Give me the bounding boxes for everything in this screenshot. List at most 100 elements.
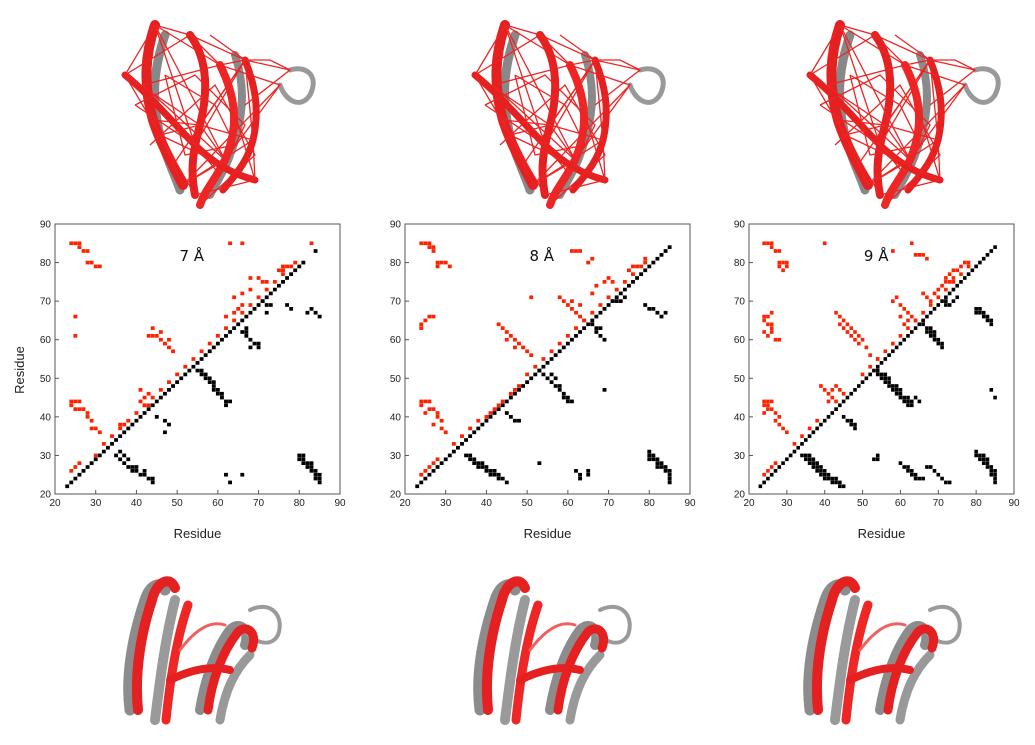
contact-point — [898, 388, 903, 392]
contact-point — [578, 330, 583, 334]
contact-point — [557, 349, 562, 354]
contact-point — [219, 391, 224, 396]
contact-point — [883, 380, 888, 384]
contact-point — [301, 461, 306, 465]
contact-point — [902, 337, 907, 342]
contact-point — [860, 372, 865, 377]
contact-point — [504, 337, 509, 342]
contact-point — [762, 480, 766, 485]
x-tick-label: 30 — [90, 498, 102, 509]
contact-point — [838, 314, 842, 319]
contact-point — [822, 241, 827, 246]
contact-point — [460, 434, 464, 438]
contact-point — [122, 453, 127, 458]
contact-point — [822, 472, 827, 477]
contact-point — [981, 256, 986, 261]
contact-point — [586, 322, 591, 327]
contact-point — [301, 260, 306, 265]
contact-point — [451, 442, 456, 446]
contact-point — [598, 303, 603, 307]
x-tick-label: 80 — [644, 498, 656, 509]
contact-point — [777, 264, 782, 269]
contact-point — [936, 287, 941, 292]
x-tick-label: 30 — [781, 498, 793, 509]
contact-point — [443, 260, 448, 265]
contact-point — [77, 245, 82, 249]
contact-point — [853, 337, 857, 342]
contact-point — [541, 357, 546, 361]
contact-point — [305, 465, 310, 469]
contact-point — [781, 426, 785, 431]
contact-point — [81, 469, 86, 473]
contact-point — [154, 334, 159, 338]
contact-point — [590, 256, 595, 261]
contact-point — [921, 322, 925, 327]
contact-point — [602, 280, 607, 284]
contact-point — [940, 283, 944, 288]
contact-point — [297, 457, 302, 462]
contact-point — [232, 318, 237, 323]
contact-point — [856, 341, 861, 346]
contact-point — [419, 322, 424, 327]
y-tick-label: 70 — [390, 297, 402, 308]
contact-point — [845, 418, 850, 423]
y-tick-label: 70 — [40, 297, 52, 308]
contact-point — [158, 395, 163, 400]
contact-point — [598, 334, 603, 338]
contact-point — [232, 295, 237, 300]
contact-point — [906, 403, 910, 408]
contact-point — [578, 476, 583, 481]
contact-point — [981, 461, 986, 465]
contact-point — [240, 472, 245, 477]
contact-point — [553, 353, 558, 357]
contact-point — [244, 330, 249, 334]
contact-point — [598, 310, 603, 315]
contact-point — [777, 422, 782, 427]
contact-point — [574, 469, 578, 473]
contact-point — [898, 391, 903, 396]
contact-point — [578, 472, 583, 477]
contact-point — [639, 264, 644, 269]
contact-point — [199, 368, 204, 373]
contact-point — [838, 388, 842, 392]
contact-point — [913, 395, 918, 400]
contact-point — [264, 303, 269, 307]
contact-point — [606, 295, 611, 300]
contact-point — [894, 391, 899, 396]
contact-point — [932, 337, 937, 342]
contact-point — [93, 264, 98, 269]
contact-point — [815, 418, 819, 423]
structure-overlay-7A — [129, 581, 280, 720]
contact-point — [500, 403, 505, 408]
contact-point — [256, 295, 261, 300]
contact-point — [504, 411, 509, 415]
contact-point — [769, 330, 774, 334]
contact-point — [439, 418, 444, 423]
contact-point — [773, 469, 778, 473]
contact-point — [81, 249, 86, 253]
contact-point — [868, 364, 872, 369]
contact-point — [134, 469, 139, 473]
contact-point — [879, 372, 884, 377]
contact-point — [667, 469, 672, 473]
contact-point — [517, 418, 521, 423]
contact-point — [989, 469, 994, 473]
contact-point — [244, 326, 249, 330]
plot-frame — [748, 223, 1015, 495]
contact-point — [65, 484, 70, 489]
contact-point — [586, 472, 591, 477]
contact-point — [989, 322, 994, 327]
contact-point — [841, 318, 846, 323]
contact-point — [195, 368, 200, 373]
contact-point — [932, 291, 937, 296]
contact-point — [118, 457, 123, 462]
contact-point — [549, 349, 554, 354]
contact-point — [898, 334, 903, 338]
contact-point — [167, 345, 171, 350]
contact-point — [913, 476, 918, 481]
contact-point — [841, 326, 846, 330]
contact-point — [925, 465, 929, 469]
contact-point — [894, 384, 899, 388]
x-tick-label: 70 — [603, 498, 615, 509]
contact-point — [811, 461, 816, 465]
